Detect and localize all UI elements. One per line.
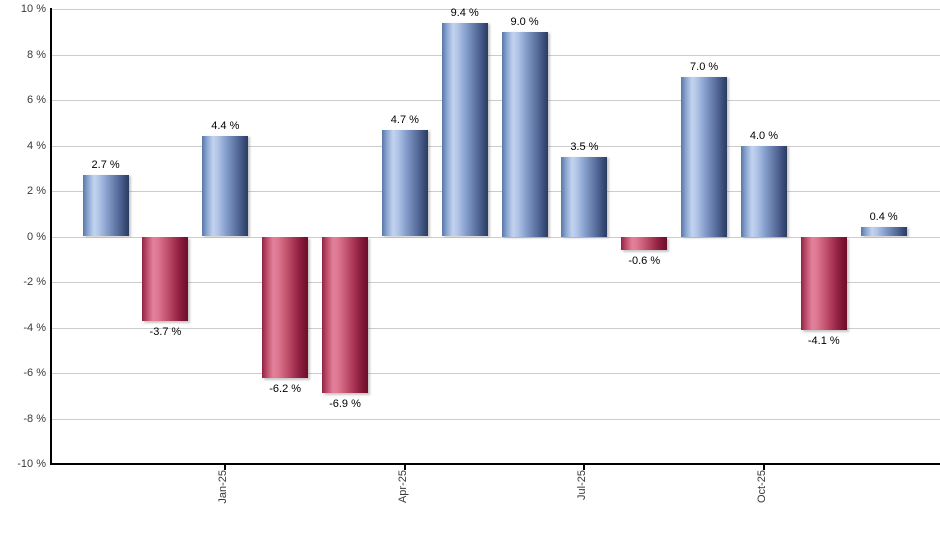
y-axis-tick-label: 10 % <box>20 3 46 15</box>
y-axis-tick-label: 4 % <box>27 139 46 152</box>
gridline-8pct <box>50 54 940 56</box>
bar <box>322 236 368 394</box>
bar-value-label: -6.2 % <box>269 382 302 395</box>
bar <box>860 227 907 237</box>
x-axis-tick-label: Jan-25 <box>217 470 230 504</box>
y-axis-tick-label: -8 % <box>23 412 46 425</box>
bar-value-label: 4.7 % <box>390 113 419 126</box>
gridline-2pct <box>50 191 940 192</box>
bar <box>621 236 668 251</box>
y-axis-tick-label: 0 % <box>27 230 46 243</box>
bar <box>262 236 309 378</box>
bar-value-label: 9.4 % <box>450 6 479 19</box>
gridline-6pct <box>50 100 940 101</box>
bar-value-label: 3.5 % <box>570 140 599 153</box>
x-axis-line <box>50 463 940 465</box>
x-axis-tick-label: Jul-25 <box>576 470 589 500</box>
x-axis-tick-label: Apr-25 <box>396 470 409 504</box>
gridline-10pct <box>50 9 940 10</box>
bar <box>82 175 129 237</box>
x-axis-tick <box>403 465 406 470</box>
gridline--4pct <box>50 327 940 329</box>
y-axis-tick-label: 6 % <box>27 94 46 106</box>
bar <box>800 236 847 330</box>
bar-value-label: -3.7 % <box>149 325 182 338</box>
bar-value-label: 0.4 % <box>869 211 898 224</box>
x-axis-tick <box>583 465 586 470</box>
y-axis-line <box>50 8 52 465</box>
bar <box>202 136 249 237</box>
x-axis-tick <box>224 465 227 470</box>
gridline--6pct <box>50 373 940 374</box>
bar-value-label: 2.7 % <box>91 159 120 172</box>
y-axis-tick-label: 2 % <box>27 185 46 197</box>
y-axis-tick-label: -2 % <box>23 276 46 288</box>
gridline-4pct <box>50 145 940 147</box>
bar <box>681 77 728 237</box>
bar-value-label: 9.0 % <box>510 15 539 28</box>
gridline-0pct <box>50 236 940 238</box>
bar <box>501 31 548 237</box>
x-axis-tick <box>762 465 765 470</box>
bar <box>441 22 488 237</box>
y-axis-tick-label: -4 % <box>23 321 46 334</box>
gridline--2pct <box>50 282 940 283</box>
bar <box>740 145 787 237</box>
bar <box>142 236 189 321</box>
bar-value-label: 7.0 % <box>690 61 719 74</box>
y-axis-tick-label: -10 % <box>17 458 46 470</box>
y-axis-tick-label: -6 % <box>23 367 46 379</box>
y-axis-tick-label: 8 % <box>27 48 46 61</box>
bar-value-label: -4.1 % <box>807 334 840 347</box>
bar-value-label: -0.6 % <box>628 255 661 268</box>
gridline--8pct <box>50 418 940 420</box>
bar-value-label: 4.4 % <box>211 120 240 133</box>
x-axis-tick-label: Oct-25 <box>755 470 768 504</box>
bar-value-label: 4.0 % <box>749 129 778 142</box>
bar <box>561 156 608 237</box>
bar <box>381 129 428 237</box>
bar-value-label: -6.9 % <box>329 398 361 411</box>
